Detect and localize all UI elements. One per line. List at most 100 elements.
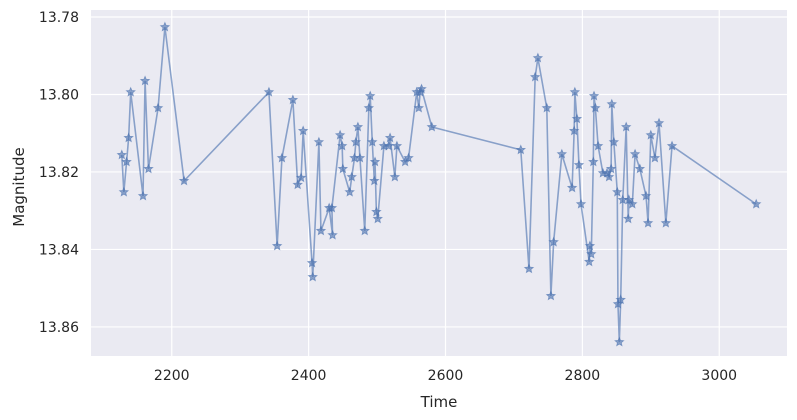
point-marker <box>143 163 154 174</box>
point-marker <box>606 98 618 109</box>
y-tick-label: 13.78 <box>39 10 79 26</box>
point-marker <box>627 198 638 209</box>
y-axis-label: Magnitude <box>10 147 28 226</box>
point-marker <box>426 121 438 132</box>
point-marker <box>346 171 358 182</box>
point-marker <box>371 206 382 217</box>
point-marker <box>583 256 595 267</box>
x-axis-label: Time <box>420 393 458 411</box>
point-marker <box>123 132 134 143</box>
point-marker <box>313 136 325 147</box>
point-marker <box>359 225 371 236</box>
point-marker <box>642 217 654 228</box>
point-marker <box>645 129 657 140</box>
point-marker <box>276 152 288 163</box>
point-marker <box>653 117 665 128</box>
point-marker <box>548 236 559 247</box>
plot-area <box>91 10 787 356</box>
x-tick-label: 2800 <box>565 368 601 384</box>
point-marker <box>118 186 130 197</box>
point-marker <box>566 182 578 193</box>
point-marker <box>403 152 414 163</box>
point-marker <box>116 149 128 160</box>
point-marker <box>384 132 396 143</box>
x-tick-label: 2600 <box>428 368 464 384</box>
y-tick-label: 13.84 <box>39 242 79 258</box>
point-marker <box>372 213 384 224</box>
point-marker <box>569 86 581 97</box>
point-marker <box>263 86 275 97</box>
point-marker <box>622 213 634 224</box>
point-marker <box>306 257 318 268</box>
point-marker <box>271 240 283 251</box>
point-marker <box>573 159 585 170</box>
point-marker <box>750 198 762 209</box>
point-marker <box>571 113 583 124</box>
point-marker <box>545 290 557 301</box>
point-marker <box>137 190 149 201</box>
point-marker <box>391 140 403 151</box>
point-marker <box>152 102 164 113</box>
point-marker <box>350 136 362 147</box>
point-marker <box>159 21 171 32</box>
point-marker <box>178 175 190 186</box>
point-marker <box>352 121 364 132</box>
x-tick-label: 2400 <box>291 368 327 384</box>
point-marker <box>125 86 136 97</box>
point-marker <box>556 148 568 159</box>
point-marker <box>620 121 632 132</box>
series-line <box>120 26 757 343</box>
point-marker <box>354 152 366 163</box>
y-tick-label: 13.82 <box>39 165 79 181</box>
point-marker <box>585 248 597 259</box>
point-marker <box>634 163 646 174</box>
point-marker <box>287 94 299 105</box>
point-marker <box>364 90 376 101</box>
point-marker <box>584 240 596 251</box>
point-marker <box>416 83 427 94</box>
point-marker <box>369 156 381 167</box>
point-marker <box>413 102 425 113</box>
point-marker <box>603 171 615 182</box>
y-tick-label: 13.86 <box>39 320 79 336</box>
point-marker <box>649 152 661 163</box>
point-marker <box>369 175 380 186</box>
point-marker <box>612 186 623 197</box>
point-marker <box>389 171 401 182</box>
point-marker <box>326 202 338 213</box>
point-marker <box>337 163 349 174</box>
x-tick-label: 3000 <box>701 368 737 384</box>
y-tick-label: 13.80 <box>39 87 79 103</box>
point-marker <box>139 75 151 86</box>
point-marker <box>307 271 319 282</box>
point-marker <box>366 136 378 147</box>
point-marker <box>327 229 338 240</box>
point-marker <box>614 336 625 347</box>
point-marker <box>590 102 601 113</box>
marks <box>116 21 762 347</box>
point-marker <box>541 102 553 113</box>
point-marker <box>334 129 346 140</box>
point-marker <box>575 198 587 209</box>
point-marker <box>529 71 541 82</box>
point-marker <box>292 179 303 190</box>
grid <box>91 10 787 356</box>
point-marker <box>336 140 348 151</box>
point-marker <box>588 90 600 101</box>
point-marker <box>363 102 375 113</box>
point-marker <box>629 148 641 159</box>
point-marker <box>660 217 672 228</box>
point-marker <box>666 140 678 151</box>
point-marker <box>315 225 327 236</box>
point-marker <box>515 144 527 155</box>
point-marker <box>295 172 307 183</box>
point-marker <box>608 136 620 147</box>
point-marker <box>605 163 617 174</box>
point-marker <box>344 186 355 197</box>
point-marker <box>523 263 535 274</box>
point-marker <box>568 125 580 136</box>
point-marker <box>615 294 626 305</box>
x-tick-label: 2200 <box>154 368 190 384</box>
point-marker <box>297 125 309 136</box>
